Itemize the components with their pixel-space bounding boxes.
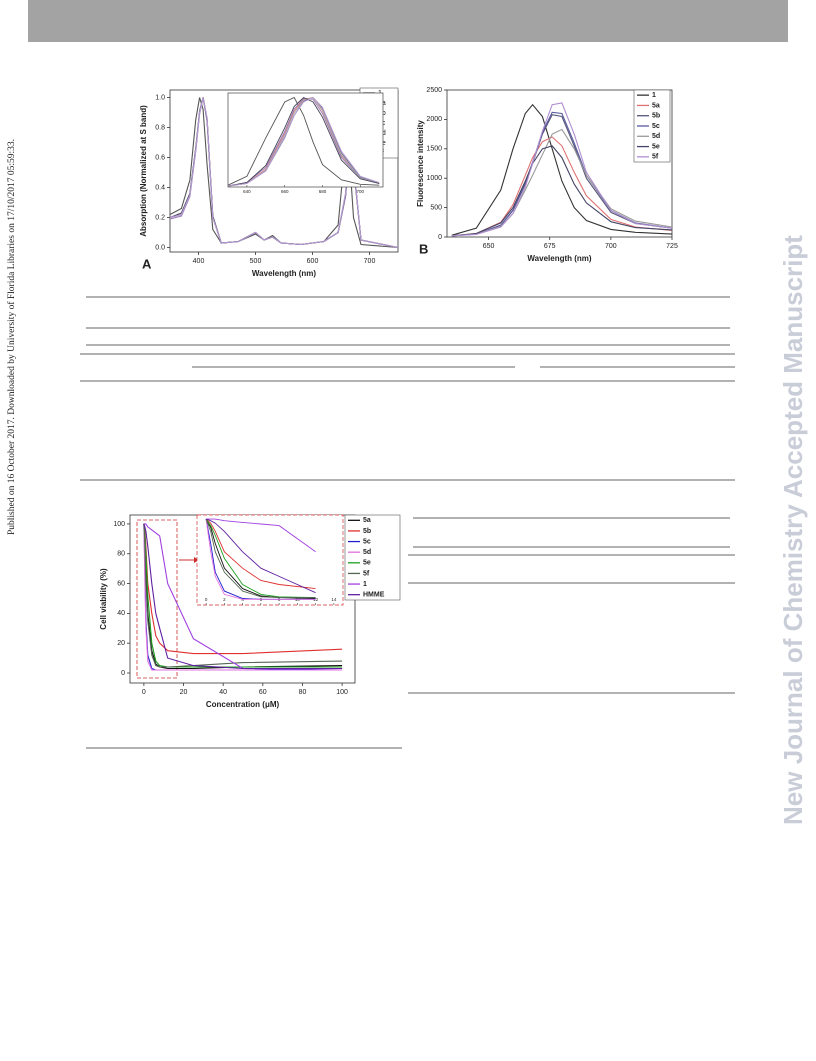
- series-line: [451, 136, 673, 237]
- x-tick-label: 675: [544, 243, 556, 250]
- inset-series-line: [205, 518, 316, 599]
- legend-label: 5a: [652, 102, 660, 109]
- legend-label: 5f: [363, 570, 370, 577]
- series-line: [143, 523, 343, 671]
- series-line: [451, 103, 673, 236]
- y-tick-label: 500: [430, 204, 442, 211]
- x-tick-label: 400: [193, 258, 205, 265]
- inset-series-line: [205, 519, 316, 600]
- legend-label: 5a: [363, 517, 371, 524]
- y-tick-label: 0.8: [155, 124, 165, 131]
- plot-frame: [169, 89, 399, 253]
- y-axis-label: Cell viability (%): [99, 568, 108, 630]
- x-tick-label: 100: [336, 689, 348, 696]
- y-tick-label: 60: [117, 580, 125, 587]
- legend-label: 5b: [363, 528, 371, 535]
- y-tick-label: 2000: [426, 116, 442, 123]
- legend-label: HMME: [363, 592, 385, 599]
- y-tick-label: 0: [121, 670, 125, 677]
- y-tick-label: 100: [113, 521, 125, 528]
- inset-x-tick-label: 700: [357, 189, 365, 194]
- x-tick-label: 600: [307, 258, 319, 265]
- x-tick-label: 500: [250, 258, 262, 265]
- inset-series-line: [205, 518, 316, 594]
- y-tick-label: 1000: [426, 175, 442, 182]
- x-tick-label: 20: [180, 689, 188, 696]
- x-tick-label: 60: [259, 689, 267, 696]
- panel-label: A: [142, 256, 152, 271]
- x-tick-label: 700: [364, 258, 376, 265]
- legend-label: 5f: [652, 154, 659, 161]
- table-rules: [80, 296, 735, 749]
- inset-x-tick-label: 2: [223, 597, 226, 602]
- inset-x-tick-label: 12: [313, 597, 319, 602]
- y-tick-label: 0.0: [155, 244, 165, 251]
- y-tick-label: 40: [117, 610, 125, 617]
- legend-label: 5c: [363, 538, 371, 545]
- x-tick-label: 650: [483, 243, 495, 250]
- y-tick-label: 20: [117, 640, 125, 647]
- x-tick-label: 725: [666, 243, 678, 250]
- inset-series-line: [227, 96, 380, 186]
- x-tick-label: 0: [142, 689, 146, 696]
- legend-label: 5d: [363, 549, 371, 556]
- x-axis-label: Wavelength (nm): [527, 254, 591, 263]
- inset-series-line: [206, 518, 316, 553]
- panel-label: B: [419, 241, 428, 256]
- legend-label: 5d: [652, 133, 660, 140]
- y-tick-label: 1500: [426, 146, 442, 153]
- y-tick-label: 0: [438, 234, 442, 241]
- inset-x-tick-label: 0: [205, 597, 208, 602]
- y-axis-label: Fluorescence intensity: [416, 120, 425, 207]
- side-note: Published on 16 October 2017. Downloaded…: [6, 139, 17, 535]
- series-line: [143, 523, 343, 670]
- watermark: New Journal of Chemistry Accepted Manusc…: [778, 235, 808, 825]
- zoom-marker: [136, 519, 199, 679]
- x-axis-label: Concentration (μM): [206, 700, 280, 709]
- inset-series-line: [227, 96, 380, 187]
- x-axis-label: Wavelength (nm): [252, 269, 316, 278]
- header-band: [28, 0, 788, 42]
- y-axis-label: Absorption (Normalized at S band): [139, 105, 148, 237]
- y-tick-label: 1.0: [155, 94, 165, 101]
- legend-label: 5c: [652, 123, 660, 130]
- legend-box: [344, 514, 401, 601]
- x-tick-label: 700: [605, 243, 617, 250]
- inset-frame: [227, 92, 384, 188]
- series-line: [143, 523, 343, 668]
- inset-series-line: [227, 96, 380, 187]
- inset-series-line: [205, 518, 316, 599]
- series-line: [451, 102, 673, 237]
- x-tick-label: 40: [219, 689, 227, 696]
- plot-frame: [446, 89, 673, 238]
- inset-x-tick-label: 660: [281, 189, 289, 194]
- inset-series-line: [227, 97, 380, 187]
- legend-label: 1: [652, 92, 656, 99]
- y-tick-label: 0.2: [155, 214, 165, 221]
- inset-x-tick-label: 640: [243, 189, 251, 194]
- series-line: [143, 523, 343, 670]
- legend-label: 5b: [652, 113, 660, 120]
- y-tick-label: 2500: [426, 87, 442, 94]
- x-tick-label: 80: [299, 689, 307, 696]
- inset-series-line: [205, 518, 316, 590]
- y-tick-label: 0.6: [155, 154, 165, 161]
- inset-x-tick-label: 14: [331, 597, 337, 602]
- inset-x-tick-label: 680: [319, 189, 327, 194]
- legend-label: 5e: [363, 560, 371, 567]
- y-tick-label: 0.4: [155, 184, 165, 191]
- legend-label: 1: [363, 581, 367, 588]
- y-tick-label: 80: [117, 551, 125, 558]
- inset-series-line: [227, 96, 380, 187]
- legend-label: 5e: [652, 143, 660, 150]
- series-line: [451, 145, 673, 237]
